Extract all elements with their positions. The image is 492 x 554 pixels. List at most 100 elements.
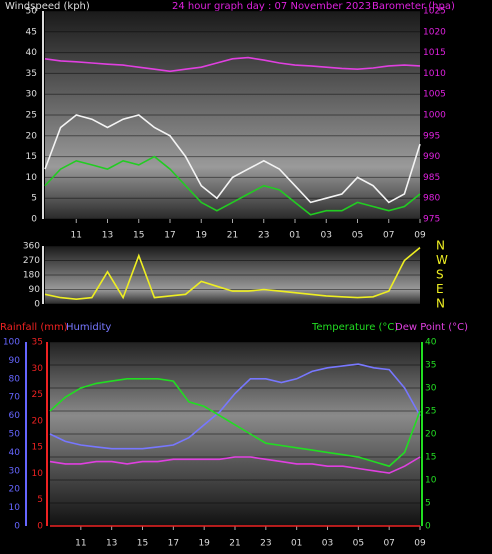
x-tick-label: 05 [352, 231, 363, 241]
x-tick-label: 01 [291, 539, 302, 549]
y-tick-label: 0 [425, 522, 431, 532]
y-tick-label: 25 [425, 407, 436, 417]
y-tick-label: 15 [425, 453, 436, 463]
series-line [44, 246, 421, 301]
y-tick-label: 20 [32, 416, 44, 426]
x-tick-label: 17 [168, 539, 179, 549]
y-tick-label: 1020 [423, 27, 446, 37]
x-tick-label: 23 [258, 231, 269, 241]
plot-area [50, 342, 420, 526]
x-tick-label: 09 [414, 539, 426, 549]
y-tick-label: 30 [26, 90, 38, 100]
y-tick-label: N [436, 297, 445, 311]
x-tick-label: 15 [137, 539, 148, 549]
y-tick-label: 990 [423, 152, 440, 162]
y-tick-label: 10 [26, 173, 38, 183]
y-tick-label: 5 [37, 495, 43, 505]
y-tick-label: 0 [14, 522, 20, 532]
x-tick-label: 11 [75, 539, 86, 549]
y-tick-label: 10 [9, 503, 21, 513]
x-tick-label: 03 [321, 231, 332, 241]
y-tick-label: 30 [32, 364, 44, 374]
plot-area [45, 11, 420, 219]
legend-humidity: Humidity [66, 322, 111, 333]
x-tick-label: 11 [71, 231, 82, 241]
y-tick-label: 975 [423, 215, 440, 225]
y-tick-label: 40 [26, 48, 38, 58]
y-tick-label: N [436, 239, 445, 253]
wind-axis-title: Windspeed (kph) [5, 1, 90, 12]
y-tick-label: S [436, 268, 444, 282]
y-tick-label: 10 [425, 476, 437, 486]
x-tick-label: 23 [260, 539, 271, 549]
legend-rain: Rainfall (mm) [0, 322, 68, 333]
y-tick-label: 25 [26, 111, 37, 121]
y-tick-label: 35 [425, 361, 436, 371]
y-tick-label: 20 [26, 131, 38, 141]
y-tick-label: 35 [32, 338, 43, 348]
series-line [44, 155, 421, 216]
y-tick-label: 90 [9, 356, 21, 366]
x-tick-label: 05 [353, 539, 364, 549]
legend-temperature: Temperature (°C) [311, 322, 398, 333]
y-tick-label: 20 [9, 485, 21, 495]
y-tick-label: 50 [9, 430, 21, 440]
y-tick-label: 1025 [423, 7, 446, 17]
x-tick-label: 13 [106, 539, 117, 549]
legend-dewpoint: Dew Point (°C) [395, 322, 468, 333]
y-tick-label: 980 [423, 194, 440, 204]
y-tick-label: 270 [23, 256, 40, 266]
y-tick-label: 985 [423, 173, 440, 183]
series-line [49, 363, 421, 450]
y-tick-label: 70 [9, 393, 21, 403]
y-tick-label: 50 [26, 7, 38, 17]
y-tick-label: 1000 [423, 111, 446, 121]
y-tick-label: 15 [32, 443, 43, 453]
x-tick-label: 17 [164, 231, 175, 241]
y-tick-label: 1005 [423, 90, 446, 100]
y-tick-label: 1010 [423, 69, 446, 79]
chart-title: 24 hour graph day : 07 November 2023 [172, 1, 371, 12]
y-tick-label: 10 [32, 469, 44, 479]
series-line [44, 114, 421, 204]
x-tick-label: 01 [289, 231, 300, 241]
x-tick-label: 13 [102, 231, 113, 241]
y-tick-label: 0 [37, 522, 43, 532]
y-tick-label: 1015 [423, 48, 446, 58]
y-tick-label: E [436, 282, 444, 296]
series-line [49, 378, 421, 468]
x-tick-label: 19 [198, 539, 210, 549]
x-tick-label: 19 [196, 231, 208, 241]
y-tick-label: 60 [9, 411, 21, 421]
y-tick-label: 100 [3, 338, 20, 348]
y-tick-label: 180 [23, 271, 40, 281]
x-tick-label: 21 [229, 539, 240, 549]
y-tick-label: 995 [423, 131, 440, 141]
x-tick-label: 03 [322, 539, 333, 549]
y-tick-label: 30 [9, 466, 21, 476]
y-tick-label: 5 [31, 194, 37, 204]
y-tick-label: 80 [9, 374, 21, 384]
series-line [44, 56, 421, 73]
y-tick-label: 40 [9, 448, 21, 458]
y-tick-label: W [436, 253, 448, 267]
plot-area [45, 246, 420, 304]
y-tick-label: 45 [26, 27, 37, 37]
y-tick-label: 30 [425, 384, 437, 394]
y-tick-label: 0 [31, 215, 37, 225]
y-tick-label: 90 [29, 285, 41, 295]
x-tick-label: 07 [383, 539, 394, 549]
y-tick-label: 25 [32, 390, 43, 400]
y-tick-label: 0 [34, 300, 40, 310]
x-tick-label: 07 [383, 231, 394, 241]
y-tick-label: 360 [23, 242, 40, 252]
x-tick-label: 15 [133, 231, 144, 241]
y-tick-label: 15 [26, 152, 37, 162]
series-line [49, 456, 421, 474]
x-tick-label: 21 [227, 231, 238, 241]
y-tick-label: 5 [425, 499, 431, 509]
baro-axis-title: Barometer (hpa) [372, 1, 455, 12]
x-tick-label: 09 [414, 231, 426, 241]
y-tick-label: 20 [425, 430, 437, 440]
